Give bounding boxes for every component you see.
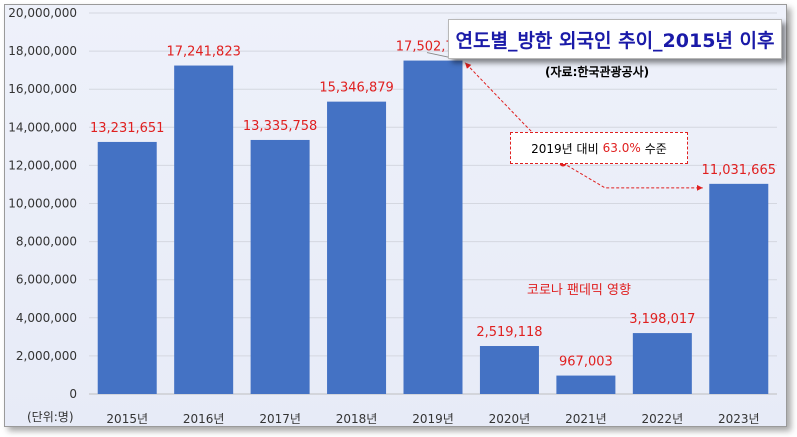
- x-tick-label: 2019년: [412, 412, 454, 426]
- chart-title: 연도별_방한 외국인 추이_2015년 이후: [448, 19, 782, 59]
- x-tick-label: 2023년: [718, 412, 760, 426]
- value-label: 17,241,823: [166, 45, 240, 60]
- x-tick-label: 2022년: [642, 412, 684, 426]
- y-tick-label: 0: [69, 387, 77, 401]
- value-labels: 13,231,651 17,241,823 13,335,758 15,346,879…: [90, 40, 776, 370]
- arrow-to-2023: [562, 162, 703, 191]
- x-tick-label: 2015년: [106, 412, 148, 426]
- y-tick-label: 10,000,000: [8, 197, 77, 211]
- value-label: 15,346,879: [319, 81, 393, 96]
- x-tick-label: 2021년: [565, 412, 607, 426]
- y-tick-label: 16,000,000: [8, 82, 77, 96]
- bar: [327, 101, 387, 394]
- y-tick-label: 2,000,000: [16, 349, 77, 363]
- y-tick-label: 4,000,000: [16, 311, 77, 325]
- y-tick-label: 6,000,000: [16, 273, 77, 287]
- value-label: 13,335,758: [243, 119, 317, 134]
- bar: [250, 139, 310, 394]
- bar: [479, 346, 539, 394]
- value-label: 2,519,118: [476, 325, 542, 340]
- source-note: (자료:한국관광공사): [545, 65, 650, 79]
- value-label: 13,231,651: [90, 121, 164, 136]
- covid-annotation: 코로나 팬데믹 영향: [527, 283, 631, 298]
- y-tick-label: 18,000,000: [8, 44, 77, 58]
- y-axis-ticks: 0 2,000,000 4,000,000 6,000,000 8,000,000 10,…: [8, 6, 77, 401]
- value-label: 3,198,017: [629, 312, 695, 327]
- bar: [403, 60, 463, 394]
- x-tick-label: 2017년: [259, 412, 301, 426]
- value-label: 11,031,665: [702, 163, 776, 178]
- bar: [556, 375, 616, 394]
- x-tick-label: 2016년: [183, 412, 225, 426]
- comparison-percent: 63.0%: [602, 141, 641, 155]
- bar: [632, 333, 692, 394]
- y-tick-label: 20,000,000: [8, 6, 77, 20]
- bar: [174, 65, 234, 394]
- x-tick-label: 2018년: [336, 412, 378, 426]
- value-label: 967,003: [559, 355, 613, 370]
- x-axis-ticks: 2015년 2016년 2017년 2018년 2019년 2020년 2021년 2022년…: [106, 412, 759, 426]
- x-tick-label: 2020년: [489, 412, 531, 426]
- unit-label: (단위:명): [27, 410, 74, 424]
- comparison-callout: 2019년 대비 63.0% 수준: [510, 132, 688, 164]
- chart-frame: 0 2,000,000 4,000,000 6,000,000 8,000,000 10,…: [4, 4, 787, 427]
- bar-chart: 0 2,000,000 4,000,000 6,000,000 8,000,000 10,…: [8, 6, 777, 426]
- bars: [97, 60, 769, 394]
- comparison-suffix: 수준: [644, 141, 667, 156]
- bar: [97, 141, 157, 394]
- comparison-arrows: [464, 62, 703, 191]
- bar: [709, 183, 769, 394]
- comparison-prefix: 2019년 대비: [531, 141, 599, 156]
- y-tick-label: 8,000,000: [16, 235, 77, 249]
- y-tick-label: 12,000,000: [8, 158, 77, 172]
- y-tick-label: 14,000,000: [8, 120, 77, 134]
